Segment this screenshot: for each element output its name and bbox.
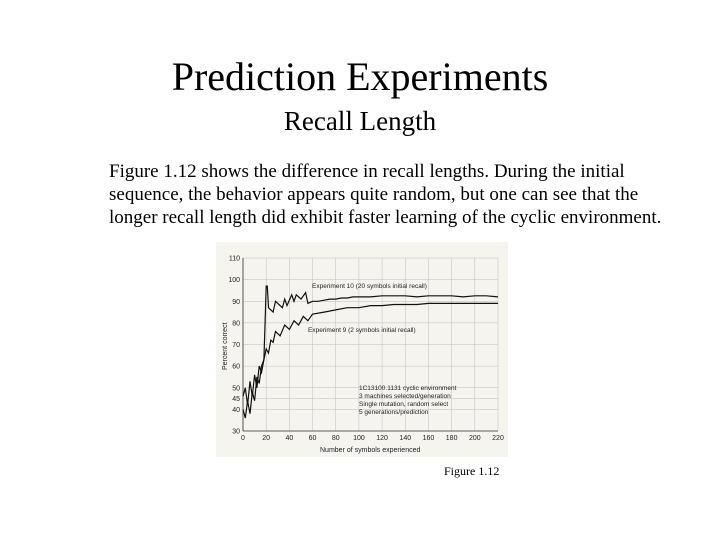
x-tick-label: 160	[423, 435, 435, 442]
x-tick-label: 220	[492, 435, 504, 442]
slide-subtitle: Recall Length	[283, 106, 437, 136]
y-tick-label: 80	[232, 320, 240, 327]
x-tick-label: 100	[353, 435, 365, 442]
x-axis-label: Number of symbols experienced	[320, 447, 420, 454]
chart-series	[242, 285, 499, 419]
x-tick-label: 60	[309, 435, 317, 442]
slide-title: Prediction Experiments	[171, 54, 549, 99]
series-line-2	[242, 302, 498, 419]
chart-notes: 1C13100.1131 cyclic environment 3 machin…	[359, 385, 457, 416]
series1-label: Experiment 10 (20 symbols initial recall…	[312, 283, 427, 290]
y-tick-label: 40	[232, 407, 240, 414]
x-tick-label: 200	[469, 435, 481, 442]
chart-note: 5 generations/prediction	[359, 409, 429, 416]
chart-ticks: 30 40 45 50 60 70 80 90 100 110 0 20 40 60 80 100 120 140…	[228, 256, 504, 443]
x-tick-label: 80	[332, 435, 340, 442]
x-tick-label: 0	[241, 435, 245, 442]
x-tick-label: 20	[262, 435, 270, 442]
x-tick-label: 40	[285, 435, 293, 442]
y-tick-label: 45	[232, 396, 240, 403]
chart-note: 1C13100.1131 cyclic environment	[359, 385, 457, 392]
chart-note: Single mutation, random select	[359, 401, 448, 408]
y-tick-label: 50	[232, 385, 240, 392]
figure-chart: 30 40 45 50 60 70 80 90 100 110 0 20 40 60 80 100 120 140…	[216, 242, 508, 457]
y-tick-label: 100	[228, 277, 240, 284]
series2-label: Experiment 9 (2 symbols initial recall)	[308, 327, 416, 334]
y-tick-label: 90	[232, 299, 240, 306]
x-tick-label: 140	[399, 435, 411, 442]
series-line-1	[242, 285, 499, 406]
figure-caption: Figure 1.12	[444, 464, 500, 478]
y-tick-label: 110	[229, 256, 240, 263]
x-tick-label: 120	[376, 435, 388, 442]
recall-length-chart: 30 40 45 50 60 70 80 90 100 110 0 20 40 60 80 100 120 140…	[222, 256, 504, 455]
slide-body-text: Figure 1.12 shows the difference in reca…	[109, 161, 662, 228]
x-tick-label: 180	[446, 435, 458, 442]
y-tick-label: 60	[232, 364, 240, 371]
y-tick-label: 70	[232, 342, 240, 349]
y-tick-label: 30	[232, 429, 240, 436]
y-axis-label: Percent correct	[222, 322, 229, 370]
chart-note: 3 machines selected/generation	[359, 393, 451, 400]
